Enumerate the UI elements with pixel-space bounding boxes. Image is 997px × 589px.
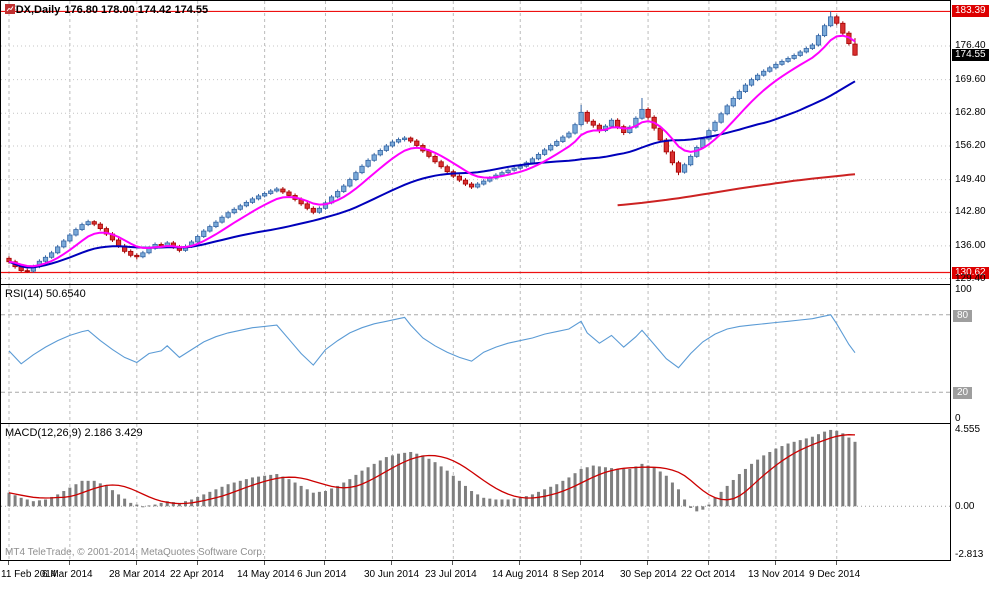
time-tick: [197, 561, 198, 565]
axis-label: 100: [955, 284, 972, 295]
time-label: 28 Mar 2014: [109, 569, 166, 580]
axis-label: 0.00: [955, 501, 975, 512]
chart-title: FDX,Daily 176.80 178.00 174.42 174.55: [5, 4, 208, 16]
time-axis[interactable]: 11 Feb 2014 6 Mar 2014 28 Mar 2014 22 Apr 2…: [0, 561, 951, 589]
time-tick: [580, 561, 581, 565]
candlesticks: [6, 11, 858, 273]
ma-fast-line: [8, 34, 856, 268]
time-label: 6 Mar 2014: [42, 569, 93, 580]
price-chart-canvas[interactable]: [1, 1, 950, 284]
time-tick: [8, 561, 9, 565]
time-label: 13 Nov 2014: [748, 569, 805, 580]
axis-label: 176.40: [955, 40, 986, 51]
time-label: 8 Sep 2014: [553, 569, 605, 580]
time-label: 30 Jun 2014: [364, 569, 420, 580]
rsi-canvas[interactable]: [1, 285, 950, 422]
axis-badge: 20: [953, 387, 973, 399]
axis-badge: 80: [953, 310, 973, 322]
time-tick: [136, 561, 137, 565]
axis-badge: 130.62: [952, 267, 989, 279]
chart-symbol-period: FDX,Daily: [9, 4, 61, 16]
axis-badge: 174.55: [952, 49, 989, 61]
macd-canvas[interactable]: [1, 424, 950, 559]
time-tick: [264, 561, 265, 565]
axis-label: 156.20: [955, 140, 986, 151]
time-tick: [775, 561, 776, 565]
time-tick: [647, 561, 648, 565]
macd-signal-line: [8, 434, 856, 505]
time-label: 22 Oct 2014: [681, 569, 736, 580]
axis-label: 149.40: [955, 174, 986, 185]
time-label: 9 Dec 2014: [809, 569, 861, 580]
time-tick: [452, 561, 453, 565]
macd-label: MACD(12,26,9) 2.186 3.429: [5, 427, 143, 439]
time-label: 30 Sep 2014: [620, 569, 677, 580]
axis-label: 142.80: [955, 206, 986, 217]
time-label: 14 Aug 2014: [492, 569, 549, 580]
time-label: 23 Jul 2014: [425, 569, 477, 580]
price-axis[interactable]: 183.39 176.40 174.55 169.60 162.80 156.20 149.…: [951, 0, 997, 589]
time-tick: [836, 561, 837, 565]
axis-label: 4.555: [955, 424, 981, 435]
time-tick: [708, 561, 709, 565]
axis-label: 162.80: [955, 107, 986, 118]
time-label: 11 Feb 2014: [1, 569, 57, 580]
time-label: 6 Jun 2014: [297, 569, 347, 580]
time-tick: [69, 561, 70, 565]
rsi-line: [8, 314, 856, 369]
time-tick: [324, 561, 325, 565]
time-tick: [391, 561, 392, 565]
axis-label: 129.40: [955, 273, 986, 284]
axis-label: 136.00: [955, 240, 986, 251]
chart-ohlc-values: 176.80 178.00 174.42 174.55: [64, 4, 209, 16]
rsi-panel[interactable]: RSI(14) 50.6540: [0, 285, 951, 424]
ma-long-line: [617, 173, 856, 207]
rsi-label: RSI(14) 50.6540: [5, 288, 86, 300]
axis-label: -2.813: [955, 549, 984, 560]
macd-histogram: [7, 429, 857, 512]
copyright-text: MT4 TeleTrade, © 2001-2014, MetaQuotes S…: [5, 547, 265, 558]
price-chart-panel[interactable]: FDX,Daily 176.80 178.00 174.42 174.55: [0, 0, 951, 285]
time-tick: [519, 561, 520, 565]
time-label: 14 May 2014: [237, 569, 295, 580]
axis-label: 0: [955, 413, 961, 424]
time-label: 22 Apr 2014: [170, 569, 224, 580]
macd-panel[interactable]: MACD(12,26,9) 2.186 3.429 MT4 TeleTrade,…: [0, 424, 951, 561]
axis-label: 169.60: [955, 74, 986, 85]
axis-badge: 183.39: [952, 5, 989, 17]
